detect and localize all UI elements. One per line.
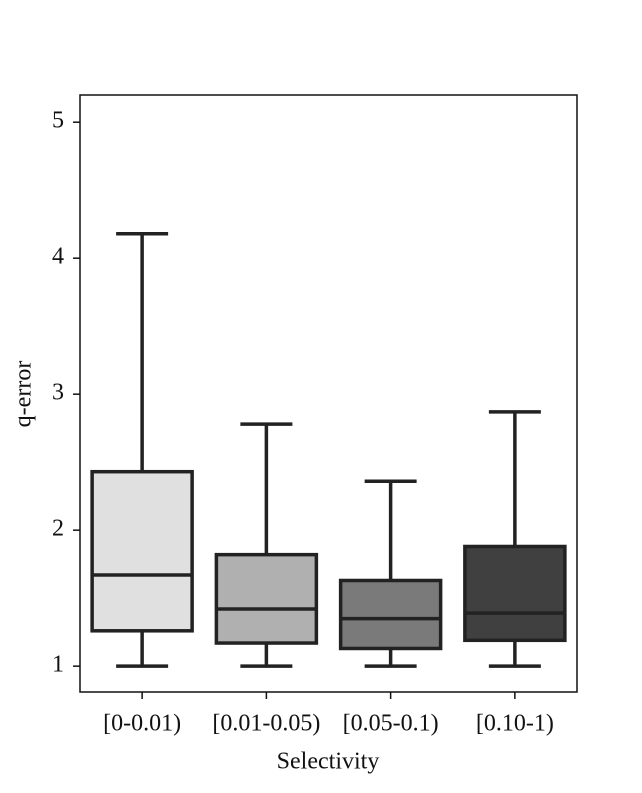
box: [214, 552, 319, 645]
y-axis-label: q-error: [11, 361, 37, 428]
x-axis-label: Selectivity: [277, 749, 380, 775]
x-tick-label: [0.05-0.1): [343, 711, 439, 737]
x-tick-label: [0.10-1): [476, 711, 554, 737]
y-tick-label: 3: [52, 380, 64, 406]
x-tick-label: [0.01-0.05): [212, 711, 320, 737]
y-tick-label: 4: [52, 244, 64, 270]
y-tick-label: 2: [52, 516, 64, 542]
x-tick-label: [0-0.01): [103, 711, 181, 737]
y-tick-label: 1: [52, 652, 64, 678]
box: [338, 578, 443, 651]
y-tick-label: 5: [52, 108, 64, 134]
box: [90, 469, 194, 633]
box: [463, 544, 567, 643]
